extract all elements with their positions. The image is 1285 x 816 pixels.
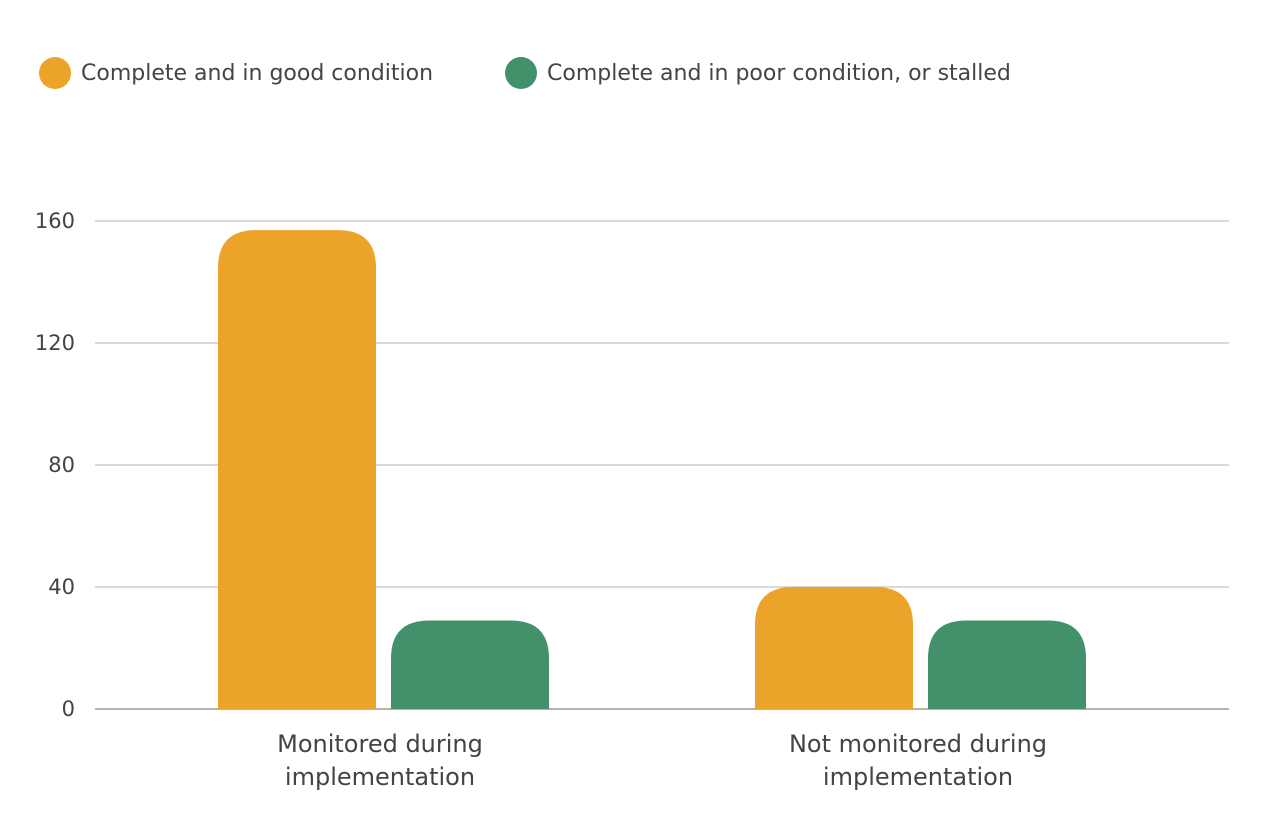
x-axis-labels: Monitored during implementation Not monito… [277,730,1047,791]
y-axis-ticks: 0 40 80 120 160 [35,209,75,721]
legend-label: Complete and in good condition [81,61,433,86]
y-tick-label: 120 [35,331,75,355]
legend-label: Complete and in poor condition, or stall… [547,61,1011,86]
legend-item: Complete and in good condition [39,57,433,89]
bar [218,230,376,709]
legend-swatch [39,57,71,89]
bar [928,620,1086,709]
bars [218,230,1086,709]
x-category-label: Monitored during implementation [277,730,483,791]
y-tick-label: 80 [48,453,75,477]
y-tick-label: 40 [48,575,75,599]
legend-item: Complete and in poor condition, or stall… [505,57,1011,89]
x-category-label: Not monitored during implementation [789,730,1047,791]
legend-swatch [505,57,537,89]
legend: Complete and in good condition Complete a… [39,57,1011,89]
y-tick-label: 160 [35,209,75,233]
bar [391,620,549,709]
y-tick-label: 0 [62,697,75,721]
bar [755,587,913,709]
